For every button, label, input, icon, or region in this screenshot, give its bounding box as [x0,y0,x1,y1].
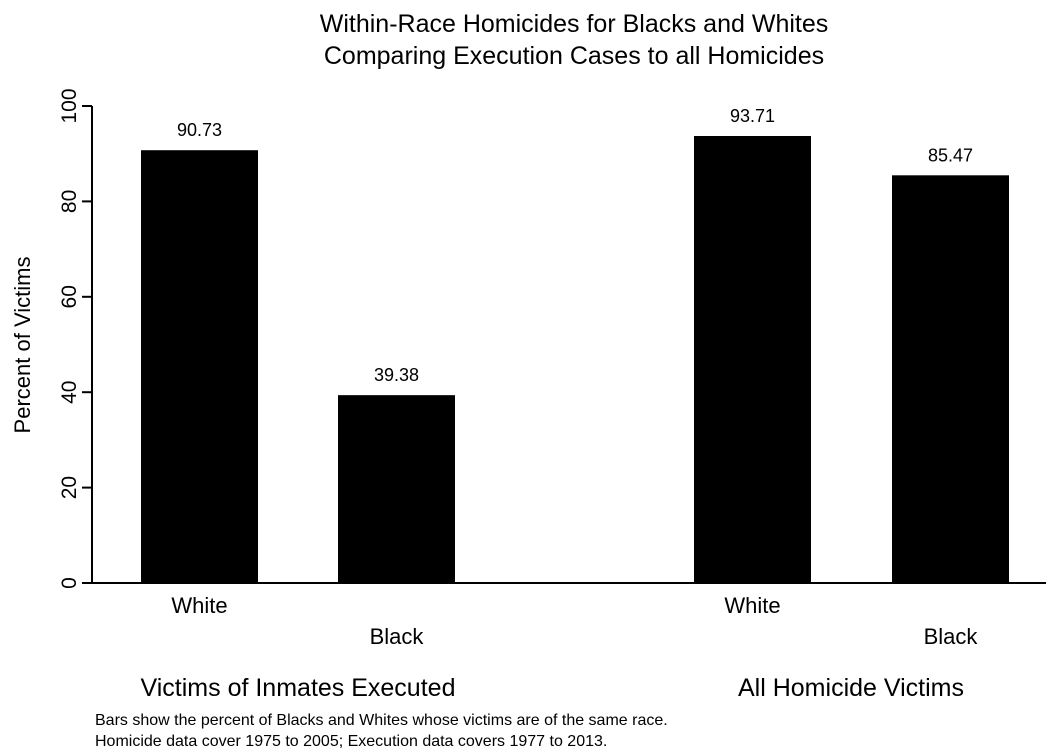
y-tick-label-60: 60 [58,285,81,308]
y-tick-label-40: 40 [58,381,81,404]
bar-g1-black [338,395,455,583]
y-tick-label-100: 100 [58,88,81,123]
y-axis-title: Percent of Victims [10,257,35,434]
category-labels: White Black White Black [171,593,978,649]
group-labels: Victims of Inmates Executed All Homicide … [141,674,964,702]
bar-g2-black [892,175,1009,583]
y-tick-label-80: 80 [58,190,81,213]
group-label-1: Victims of Inmates Executed [141,674,456,702]
bar-g1-white [141,150,258,583]
category-label-g1-black: Black [370,624,425,649]
group-label-2: All Homicide Victims [738,674,964,702]
bar-value-label-g2-black: 85.47 [928,145,973,165]
bar-value-labels: 90.73 39.38 93.71 85.47 [177,106,973,385]
y-tick-label-20: 20 [58,476,81,499]
footnote-line-2: Homicide data cover 1975 to 2005; Execut… [95,733,607,750]
bar-g2-white [694,136,811,583]
y-tick-label-0: 0 [58,577,81,589]
category-label-g2-black: Black [924,624,979,649]
category-label-g2-white: White [724,593,780,618]
chart-title-line-2: Comparing Execution Cases to all Homicid… [324,42,824,70]
footnote-line-1: Bars show the percent of Blacks and Whit… [95,712,668,729]
bars-layer [141,136,1009,583]
bar-value-label-g1-black: 39.38 [374,365,419,385]
category-label-g1-white: White [171,593,227,618]
bar-value-label-g2-white: 93.71 [730,106,775,126]
y-axis-ticks: 0 20 40 60 80 100 [58,88,92,589]
chart-title-line-1: Within-Race Homicides for Blacks and Whi… [320,10,829,38]
bar-value-label-g1-white: 90.73 [177,120,222,140]
